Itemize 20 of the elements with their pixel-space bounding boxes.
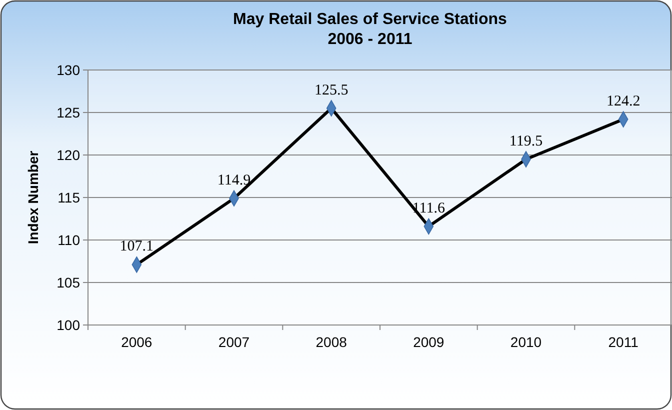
y-tick-label: 105	[56, 274, 80, 290]
data-label: 114.9	[217, 172, 251, 188]
data-label: 125.5	[314, 82, 348, 98]
data-label: 107.1	[120, 238, 154, 255]
x-tick-label: 2008	[316, 334, 348, 350]
data-label: 124.2	[606, 93, 640, 110]
y-tick-label: 120	[56, 146, 80, 163]
x-tick-label: 2007	[218, 334, 250, 350]
chart-title: May Retail Sales of Service Stations 2006 - 2011	[233, 11, 508, 48]
x-tick-label: 2011	[608, 334, 639, 350]
y-tick-label: 125	[56, 104, 80, 120]
x-tick-label: 2010	[510, 334, 542, 350]
data-label: 119.5	[509, 133, 543, 150]
x-tick-label: 2009	[413, 334, 444, 350]
y-tick-label: 130	[56, 62, 80, 78]
y-tick-label: 110	[58, 232, 80, 248]
y-tick-label: 100	[56, 316, 80, 333]
y-axis-title: Index Number	[25, 150, 41, 244]
x-tick-label: 2006	[121, 334, 152, 350]
y-tick-label: 115	[58, 189, 80, 206]
